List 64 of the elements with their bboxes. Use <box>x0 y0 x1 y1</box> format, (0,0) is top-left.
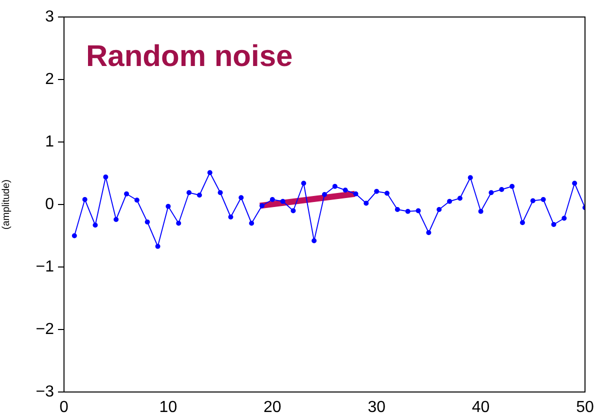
point <box>228 214 234 220</box>
y-tick-label: −3 <box>36 383 54 400</box>
x-tick-label: 30 <box>368 399 386 416</box>
point <box>488 190 494 196</box>
point <box>457 196 462 201</box>
y-tick-label: −1 <box>36 258 54 276</box>
point <box>186 190 192 196</box>
point <box>436 207 442 212</box>
y-tick-label: 1 <box>45 133 54 150</box>
x-tick-label: 10 <box>159 399 178 416</box>
point <box>312 238 317 244</box>
x-tick-label: 0 <box>60 399 69 416</box>
point <box>468 175 473 180</box>
point <box>510 184 515 189</box>
point <box>530 198 536 204</box>
point <box>416 208 421 214</box>
point <box>124 191 130 196</box>
y-tick-label: 0 <box>45 196 54 213</box>
point <box>218 190 223 196</box>
point <box>103 174 108 180</box>
point <box>92 222 98 228</box>
point <box>176 220 182 226</box>
point <box>207 170 212 176</box>
point <box>384 190 390 196</box>
point <box>166 204 171 209</box>
x-tick-label: 20 <box>264 399 282 416</box>
point <box>342 188 348 193</box>
point <box>447 198 452 204</box>
point <box>332 184 338 189</box>
point <box>364 200 369 206</box>
point <box>551 222 556 227</box>
point <box>562 216 567 221</box>
point <box>499 187 504 192</box>
x-tick-label: 50 <box>576 399 594 416</box>
point <box>540 197 546 202</box>
x-tick-label: 40 <box>472 399 490 416</box>
point <box>301 180 306 186</box>
point <box>426 230 432 236</box>
point <box>114 217 119 222</box>
y-axis-title: (amplitude) <box>0 179 12 230</box>
point <box>134 198 140 203</box>
point <box>520 220 525 226</box>
point <box>353 191 358 196</box>
point <box>82 197 88 202</box>
point <box>322 192 327 197</box>
y-tick-label: −2 <box>36 320 54 338</box>
point <box>572 180 578 186</box>
point <box>249 220 254 226</box>
point <box>144 220 150 224</box>
point <box>405 208 410 214</box>
point <box>259 203 264 208</box>
point <box>155 244 160 249</box>
point <box>238 195 244 200</box>
point <box>270 197 275 202</box>
point <box>394 207 400 212</box>
point <box>478 208 484 214</box>
point <box>196 192 202 198</box>
point <box>374 188 380 194</box>
point <box>290 208 296 214</box>
text: Random noise <box>86 40 293 74</box>
point <box>72 233 77 238</box>
y-tick-label: 2 <box>45 70 54 88</box>
y-tick-label: 3 <box>45 8 54 26</box>
point <box>280 198 286 204</box>
